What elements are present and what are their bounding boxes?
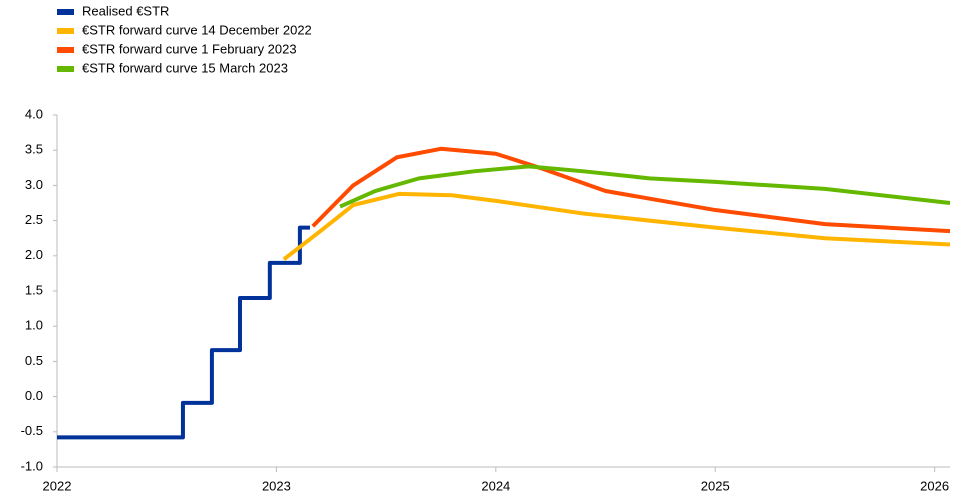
y-tick-label: 0.5 <box>25 353 43 368</box>
y-tick-label: -0.5 <box>21 423 43 438</box>
y-tick-label: 3.5 <box>25 142 43 157</box>
y-tick-label: 4.0 <box>25 106 43 121</box>
y-tick-label: 2.0 <box>25 247 43 262</box>
series-line <box>339 164 951 209</box>
legend-label: €STR forward curve 15 March 2023 <box>82 60 288 75</box>
series-line <box>311 146 951 234</box>
x-tick-label: 2023 <box>262 478 291 493</box>
y-tick-label: 1.5 <box>25 282 43 297</box>
x-tick-label: 2024 <box>481 478 510 493</box>
legend-swatch <box>57 9 74 15</box>
legend-label: Realised €STR <box>82 3 169 18</box>
legend-swatch <box>57 28 74 34</box>
legend-swatch <box>57 66 74 72</box>
y-tick-label: 2.5 <box>25 212 43 227</box>
x-tick-label: 2025 <box>701 478 730 493</box>
y-tick-label: -1.0 <box>21 458 43 473</box>
series-line <box>282 191 951 261</box>
y-tick-label: 1.0 <box>25 318 43 333</box>
legend-label: €STR forward curve 1 February 2023 <box>82 41 297 56</box>
y-tick-label: 0.0 <box>25 388 43 403</box>
legend-label: €STR forward curve 14 December 2022 <box>82 22 312 37</box>
x-tick-label: 2026 <box>920 478 949 493</box>
legend-swatch <box>57 47 74 53</box>
series-line <box>57 225 310 440</box>
x-tick-label: 2022 <box>43 478 72 493</box>
y-tick-label: 3.0 <box>25 177 43 192</box>
